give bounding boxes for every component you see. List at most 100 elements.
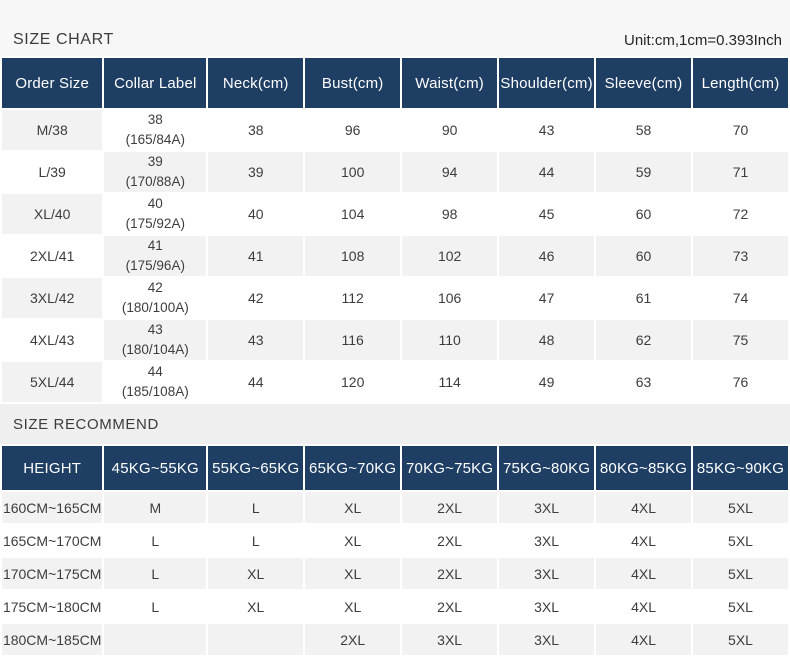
size_recommend-header-cell: 70KG~75KG [402,446,498,490]
size_recommend-cell: 170CM~175CM [2,558,103,589]
size_chart-cell: 114 [402,362,498,402]
size_recommend-header-cell: 65KG~70KG [305,446,401,490]
size_chart-cell: 39 (170/88A) [104,152,207,192]
size_recommend-cell: L [208,492,304,523]
size_recommend-head: HEIGHT 45KG~55KG 55KG~65KG 65KG~70KG 70KG~75… [2,446,788,490]
size_chart-cell: 44 [499,152,595,192]
size_chart-cell: 38 [208,110,304,150]
size_chart-header-cell: Collar Label [104,58,207,108]
size_chart-cell: 48 [499,320,595,360]
size_chart-cell: 42 (180/100A) [104,278,207,318]
size_chart-cell: 41 (175/96A) [104,236,207,276]
size_recommend-cell: 5XL [693,492,788,523]
size_recommend-cell: XL [305,558,401,589]
size_chart-cell-line: (170/88A) [125,174,185,189]
size_recommend-cell [208,624,304,655]
size_chart-cell: 60 [596,194,692,234]
size_recommend-cell: XL [305,492,401,523]
size_recommend-cell: 4XL [596,591,692,622]
size_chart-cell: 112 [305,278,401,318]
size_chart-cell: 39 [208,152,304,192]
size_chart-cell: 5XL/44 [2,362,103,402]
size_recommend-cell: 2XL [402,591,498,622]
size_chart-cell-line: (180/104A) [121,342,189,357]
size_chart-cell-line: 39 [147,154,163,169]
size_recommend-cell: 180CM~185CM [2,624,103,655]
size_chart-header-cell: Length(cm) [693,58,788,108]
size_chart-row: 4XL/43 43 (180/104A) 43 116 110 48 62 75 [2,320,788,360]
size_recommend-cell: 175CM~180CM [2,591,103,622]
size_chart-cell: 43 [208,320,304,360]
size_recommend-cell: XL [208,591,304,622]
size_recommend-cell: 3XL [499,624,595,655]
size_chart-cell: 75 [693,320,788,360]
size_recommend-cell: 160CM~165CM [2,492,103,523]
size_recommend-header-cell: 55KG~65KG [208,446,304,490]
size_chart-cell: 46 [499,236,595,276]
size_recommend-cell: 3XL [499,558,595,589]
size_recommend-header-cell: 75KG~80KG [499,446,595,490]
size_recommend-header-cell: 80KG~85KG [596,446,692,490]
size_chart-row: 3XL/42 42 (180/100A) 42 112 106 47 61 74 [2,278,788,318]
size_recommend-cell: 4XL [596,525,692,556]
size_chart-cell: 43 [499,110,595,150]
size_chart-cell: 73 [693,236,788,276]
size_chart-cell: 96 [305,110,401,150]
size-chart-table: Order Size Collar Label Neck(cm) Bust(cm) Wa… [0,56,790,404]
size_chart-cell: 108 [305,236,401,276]
size_chart-cell-line: 38 [147,112,163,127]
size_chart-cell: 45 [499,194,595,234]
size_chart-cell: 100 [305,152,401,192]
page-title: SIZE CHART [13,31,114,48]
size_chart-cell: 70 [693,110,788,150]
size_chart-row: XL/40 40 (175/92A) 40 104 98 45 60 72 [2,194,788,234]
size_chart-cell: 61 [596,278,692,318]
size_chart-cell: L/39 [2,152,103,192]
size_recommend-body: 160CM~165CM M L XL 2XL 3XL 4XL 5XL 165CM~170CM L L… [2,492,788,655]
size_chart-cell-line: (165/84A) [125,132,185,147]
size_chart-header-cell: Sleeve(cm) [596,58,692,108]
size_chart-header-cell: Bust(cm) [305,58,401,108]
size_chart-row: M/38 38 (165/84A) 38 96 90 43 58 70 [2,110,788,150]
size_recommend-row: 160CM~165CM M L XL 2XL 3XL 4XL 5XL [2,492,788,523]
page-header: SIZE CHART Unit:cm,1cm=0.393Inch [0,0,790,56]
size_recommend-cell: XL [305,525,401,556]
size_chart-cell: 102 [402,236,498,276]
size_recommend-cell: XL [305,591,401,622]
size_chart-cell: 76 [693,362,788,402]
size_recommend-cell: 2XL [402,525,498,556]
size_recommend-cell: 3XL [499,591,595,622]
size_recommend-header-cell: 85KG~90KG [693,446,788,490]
size_recommend-cell: 3XL [499,525,595,556]
size_recommend-cell: 5XL [693,558,788,589]
size_chart-cell-line: (185/108A) [121,384,189,399]
size_recommend-cell: 5XL [693,624,788,655]
size_chart-header-cell: Order Size [2,58,103,108]
size_chart-cell: 62 [596,320,692,360]
size_recommend-cell: M [104,492,207,523]
size_chart-cell: 63 [596,362,692,402]
size_chart-cell: 44 (185/108A) [104,362,207,402]
size_chart-row: 2XL/41 41 (175/96A) 41 108 102 46 60 73 [2,236,788,276]
size_recommend-cell: L [208,525,304,556]
size_chart-cell: 74 [693,278,788,318]
size_chart-cell-line: 40 [147,196,163,211]
size-recommend-table: HEIGHT 45KG~55KG 55KG~65KG 65KG~70KG 70KG~75… [0,444,790,657]
size_chart-row: 5XL/44 44 (185/108A) 44 120 114 49 63 76 [2,362,788,402]
size_chart-cell: 40 [208,194,304,234]
size_chart-cell: 40 (175/92A) [104,194,207,234]
size_chart-cell: XL/40 [2,194,103,234]
size_recommend-row: 180CM~185CM 2XL 3XL 3XL 4XL 5XL [2,624,788,655]
size_chart-cell: 90 [402,110,498,150]
size_recommend-cell: 5XL [693,591,788,622]
size-recommend-band: SIZE RECOMMEND [0,404,790,444]
size_recommend-cell [104,624,207,655]
size_chart-cell: 58 [596,110,692,150]
size_chart-cell-line: (180/100A) [121,300,189,315]
size_chart-cell: 60 [596,236,692,276]
size_chart-cell: M/38 [2,110,103,150]
size_chart-cell: 71 [693,152,788,192]
size_recommend-row: 170CM~175CM L XL XL 2XL 3XL 4XL 5XL [2,558,788,589]
size_chart-cell: 120 [305,362,401,402]
